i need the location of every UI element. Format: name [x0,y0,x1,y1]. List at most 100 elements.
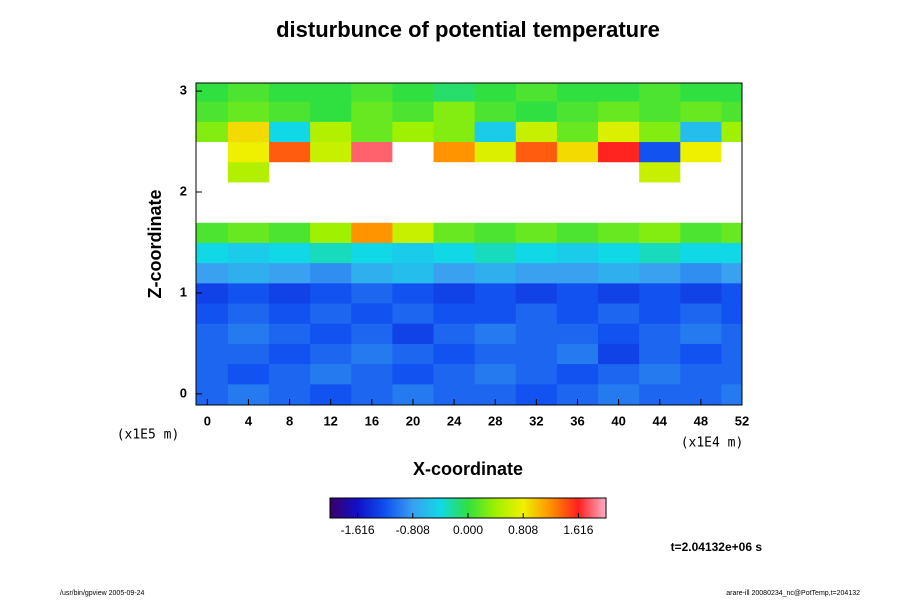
heat-cell [721,161,743,183]
plot-frame [195,82,743,406]
heat-cell [639,282,681,304]
heat-cell [310,161,352,183]
heat-cell [269,303,311,324]
heat-cell [269,242,311,264]
heat-cell [392,83,435,102]
heat-cell [392,121,435,143]
heat-cell [269,202,311,223]
heat-cell [639,83,681,102]
heat-cell [227,323,270,344]
heat-cell [515,242,558,264]
heat-cell [227,141,270,163]
heat-cell [351,202,393,223]
heat-cell [556,83,599,102]
heat-cell [598,181,640,203]
heat-cell [196,202,229,223]
heat-cell [639,222,681,243]
heat-cell [351,141,393,163]
heat-cell [269,282,311,304]
x-tick-label: 8 [286,413,293,428]
heat-cell [556,303,599,324]
heat-cell [639,323,681,344]
heat-cell [392,181,435,203]
x-tick-label: 48 [694,413,708,428]
heat-cell [598,202,640,223]
heat-cell [598,343,640,365]
heat-cell [196,303,229,324]
heat-cell [351,363,393,385]
heat-cell [474,242,517,264]
heat-cell [392,343,435,365]
heat-cell [351,262,393,284]
heat-cell [227,343,270,365]
heat-cell [721,323,743,344]
heat-cell [196,363,229,385]
heat-cell [433,383,476,406]
x-tick-label: 0 [204,413,211,428]
heat-cell [515,363,558,385]
heat-cell [556,181,599,203]
heat-cell [721,383,743,406]
heat-cell [433,101,476,122]
x-tick-label: 36 [570,413,584,428]
heat-cell [598,383,640,406]
heat-cell [515,343,558,365]
heat-cell [474,383,517,406]
heat-cell [556,202,599,223]
heat-cell [721,262,743,284]
x-tick-label: 40 [611,413,625,428]
heat-cell [351,383,393,406]
heat-cell [639,363,681,385]
heat-cell [680,222,722,243]
heat-cell [721,303,743,324]
heat-cell [721,101,743,122]
heat-cell [433,343,476,365]
heat-cell [196,141,229,163]
y-tick-label: 0 [180,385,187,400]
heat-cell [598,363,640,385]
time-label: t=2.04132e+06 s [671,540,763,554]
heat-cell [392,101,435,122]
heat-cell [392,161,435,183]
heat-cell [680,323,722,344]
heat-cell [556,383,599,406]
heat-cell [721,202,743,223]
heat-cell [474,121,517,143]
heat-cell [433,282,476,304]
heat-cell [392,141,435,163]
heat-cell [515,181,558,203]
heat-cell [721,282,743,304]
x-tick-label: 32 [529,413,543,428]
heat-cell [639,181,681,203]
heat-cell [598,222,640,243]
heat-cell [196,323,229,344]
heat-cell [433,262,476,284]
heat-cell [474,181,517,203]
heat-cell [196,181,229,203]
heat-cell [515,141,558,163]
heat-cell [598,141,640,163]
heat-cell [310,363,352,385]
heat-cell [351,343,393,365]
colorbar-tick-label: -0.808 [396,523,430,537]
heat-cell [474,83,517,102]
heat-cell [310,303,352,324]
heat-cell [351,121,393,143]
heat-cell [598,101,640,122]
heat-cell [680,202,722,223]
footer-right: arare-ill 20080234_nc@PotTemp,t=204132 [726,590,860,597]
y-axis-label: Z-coordinate [145,189,165,298]
heat-cell [474,363,517,385]
heat-cell [351,242,393,264]
heat-cell [556,222,599,243]
heat-cell [310,202,352,223]
heat-cell [196,343,229,365]
heat-cell [227,282,270,304]
heat-cell [433,363,476,385]
heat-cell [639,141,681,163]
heat-cell [639,303,681,324]
heat-cell [196,101,229,122]
heat-cell [680,343,722,365]
heat-cell [269,323,311,344]
